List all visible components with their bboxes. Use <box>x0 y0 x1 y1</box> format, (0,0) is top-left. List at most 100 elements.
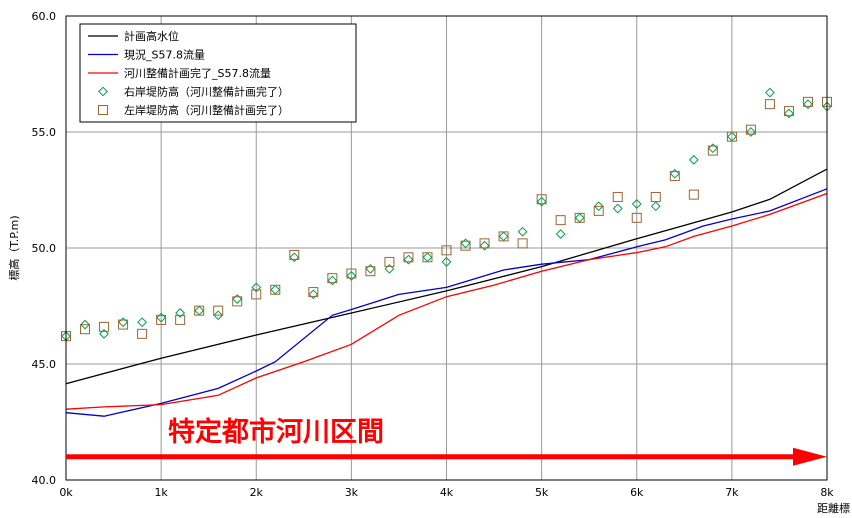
left-bank-marker <box>384 256 395 267</box>
y-tick-label: 40.0 <box>32 474 57 487</box>
right-bank-marker <box>403 254 414 265</box>
legend-entry-label: 右岸堤防高（河川整備計画完了） <box>124 85 289 99</box>
left-bank-marker <box>802 96 813 107</box>
left-bank-marker <box>289 249 300 260</box>
left-bank-marker <box>232 296 243 307</box>
left-bank-marker <box>441 245 452 256</box>
left-bank-marker <box>327 273 338 284</box>
series-layer <box>61 87 832 417</box>
right-bank-marker <box>175 308 186 318</box>
left-bank-marker <box>422 252 433 263</box>
right-bank-marker <box>479 240 490 251</box>
right-bank-marker <box>384 263 395 274</box>
left-bank-marker <box>175 314 186 325</box>
left-bank-marker <box>593 205 604 216</box>
right-bank-marker <box>137 317 148 328</box>
left-bank-marker <box>688 189 699 200</box>
right-bank-marker <box>327 275 338 286</box>
series-line-1 <box>65 188 828 417</box>
right-bank-marker <box>784 108 794 119</box>
section-arrow-head <box>793 447 827 466</box>
x-tick-label: 0k <box>59 486 73 499</box>
left-bank-marker <box>517 238 528 249</box>
left-bank-marker <box>574 212 585 223</box>
section-annotation: 特定都市河川区間 <box>66 416 827 466</box>
left-bank-marker <box>707 145 718 156</box>
right-bank-marker <box>669 168 680 179</box>
right-bank-marker <box>517 226 528 237</box>
plot-frame <box>65 15 828 481</box>
x-tick-label: 5k <box>535 486 549 499</box>
right-bank-marker <box>213 310 224 321</box>
left-bank-marker <box>346 268 357 279</box>
left-bank-marker <box>669 171 680 182</box>
right-bank-marker <box>650 201 661 212</box>
series-line-2 <box>65 192 828 410</box>
left-bank-marker <box>764 99 775 110</box>
right-bank-marker <box>289 252 300 263</box>
left-bank-marker <box>270 284 281 295</box>
legend-entry-label: 左岸堤防高（河川整備計画完了） <box>124 103 289 117</box>
left-bank-marker <box>137 328 148 339</box>
tick-labels: 0k 1k 2k 3k 4k 5k 6k 7k 8k 40.0 45.0 50.0 55.0 60.0 <box>32 10 835 499</box>
left-bank-marker <box>555 215 566 226</box>
left-bank-marker <box>365 266 376 277</box>
left-bank-marker <box>194 305 205 316</box>
left-bank-marker <box>80 324 91 335</box>
left-bank-marker <box>460 240 471 251</box>
left-bank-marker <box>213 305 224 316</box>
legend-box <box>79 23 357 123</box>
left-bank-marker <box>403 252 414 263</box>
right-bank-marker <box>765 87 775 98</box>
legend: 計画高水位現況_S57.8流量河川整備計画完了_S57.8流量右岸堤防高（河川整… <box>79 23 357 123</box>
right-bank-marker <box>631 199 642 209</box>
right-bank-marker <box>251 282 262 293</box>
left-bank-marker <box>745 124 756 135</box>
right-bank-marker <box>612 203 623 214</box>
y-tick-label: 55.0 <box>32 126 57 139</box>
right-bank-marker <box>593 201 604 212</box>
legend-entry-label: 現況_S57.8流量 <box>124 48 205 62</box>
left-bank-marker <box>308 287 319 298</box>
y-tick-label: 50.0 <box>32 242 57 255</box>
legend-swatch-diamond <box>98 86 108 97</box>
legend-entry-label: 計画高水位 <box>124 29 179 43</box>
x-tick-label: 2k <box>250 486 264 499</box>
left-bank-marker <box>783 106 794 117</box>
right-bank-marker <box>118 317 128 328</box>
left-bank-marker <box>118 319 129 330</box>
left-bank-marker <box>99 321 110 332</box>
y-tick-label: 60.0 <box>32 10 57 23</box>
right-bank-marker <box>99 328 109 339</box>
left-bank-marker <box>251 289 262 300</box>
left-bank-marker <box>650 191 661 202</box>
right-bank-marker <box>346 270 357 281</box>
series-line-0 <box>65 168 828 385</box>
y-axis-label: 標高（T.P.m) <box>7 215 21 280</box>
left-bank-marker <box>612 191 623 202</box>
right-bank-marker <box>232 294 243 304</box>
right-bank-marker <box>308 289 319 300</box>
right-bank-marker <box>803 99 813 110</box>
x-tick-label: 6k <box>630 486 644 499</box>
legend-swatch-square <box>98 105 108 115</box>
right-bank-marker <box>365 263 376 274</box>
left-bank-marker <box>536 194 547 205</box>
x-tick-label: 8k <box>820 486 834 499</box>
x-tick-label: 4k <box>440 486 454 499</box>
x-tick-label: 1k <box>154 486 168 499</box>
left-bank-marker <box>479 238 490 249</box>
right-bank-marker <box>460 238 471 249</box>
left-bank-marker <box>726 131 737 142</box>
left-bank-marker <box>631 212 642 223</box>
right-bank-marker <box>688 154 699 165</box>
section-label: 特定都市河川区間 <box>168 416 384 448</box>
right-bank-marker <box>441 257 452 267</box>
x-tick-label: 7k <box>725 486 739 499</box>
legend-entry-label: 河川整備計画完了_S57.8流量 <box>124 66 271 80</box>
y-tick-label: 45.0 <box>32 358 57 371</box>
right-bank-marker <box>536 196 547 207</box>
x-axis-label: 距離標 <box>817 501 850 515</box>
right-bank-marker <box>707 143 718 154</box>
